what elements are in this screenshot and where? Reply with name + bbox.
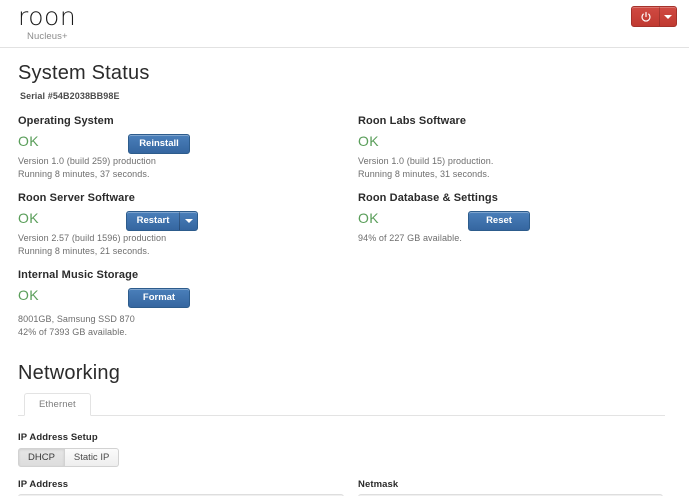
restart-split-button[interactable]: Restart <box>126 210 198 231</box>
card-detail-line: 42% of 7393 GB available. <box>18 327 128 337</box>
status-card-roon-database-settings: Roon Database & Settings OK Reset 94% of… <box>358 192 677 258</box>
network-fields-grid: IP Address Netmask Gateway DNS Server <box>18 479 677 496</box>
card-title: Operating System <box>18 115 114 127</box>
card-details: 94% of 227 GB available. <box>358 232 665 245</box>
restart-button[interactable]: Restart <box>136 215 170 226</box>
card-details: Version 2.57 (build 1596) production Run… <box>18 232 346 258</box>
page-content: System Status Serial #54B2038BB98E Opera… <box>0 48 689 496</box>
page-title: System Status <box>18 62 150 84</box>
card-detail-line: Running 8 minutes, 31 seconds. <box>358 169 490 179</box>
status-badge: OK <box>358 209 379 226</box>
status-card-operating-system: Operating System OK Reinstall Version 1.… <box>18 115 358 181</box>
power-icon[interactable] <box>632 7 659 26</box>
reinstall-button[interactable]: Reinstall <box>128 133 190 154</box>
chevron-down-icon[interactable] <box>179 211 197 230</box>
ip-setup-option-static[interactable]: Static IP <box>64 448 120 467</box>
card-detail-line: Version 1.0 (build 15) production. <box>358 156 494 166</box>
card-title: Internal Music Storage <box>18 269 139 281</box>
card-title: Roon Database & Settings <box>358 192 498 204</box>
status-badge: OK <box>18 209 39 226</box>
ip-setup-toggle: DHCP Static IP <box>18 448 120 467</box>
chevron-down-icon[interactable] <box>659 7 676 26</box>
status-card-roon-server-software: Roon Server Software OK Restart Version … <box>18 192 358 258</box>
ip-address-input[interactable] <box>18 494 344 496</box>
card-title: Roon Server Software <box>18 192 135 204</box>
field-label: IP Address <box>18 479 69 490</box>
field-label: Netmask <box>358 479 399 490</box>
card-detail-line: Version 1.0 (build 259) production <box>18 156 156 166</box>
tab-ethernet[interactable]: Ethernet <box>24 393 91 416</box>
networking-title: Networking <box>18 362 121 384</box>
ip-setup-option-dhcp[interactable]: DHCP <box>18 448 65 467</box>
netmask-input[interactable] <box>358 494 663 496</box>
power-menu-button[interactable] <box>631 6 677 27</box>
device-model-label: Nucleus+ <box>27 31 68 42</box>
card-detail-line: Version 2.57 (build 1596) production <box>18 233 167 243</box>
card-detail-line: Running 8 minutes, 21 seconds. <box>18 246 150 256</box>
roon-logo: roon <box>18 2 77 31</box>
status-card-roon-labs-software: Roon Labs Software OK Version 1.0 (build… <box>358 115 677 181</box>
field-ip-address: IP Address <box>18 479 358 496</box>
reset-button[interactable]: Reset <box>468 210 530 231</box>
status-grid: Operating System OK Reinstall Version 1.… <box>18 115 677 350</box>
card-title: Roon Labs Software <box>358 115 467 127</box>
status-badge: OK <box>18 286 39 303</box>
format-button[interactable]: Format <box>128 287 190 308</box>
card-detail-line: Running 8 minutes, 37 seconds. <box>18 169 150 179</box>
card-detail-line: 94% of 227 GB available. <box>358 233 462 243</box>
card-details: Version 1.0 (build 15) production. Runni… <box>358 155 665 181</box>
field-netmask: Netmask <box>358 479 677 496</box>
card-detail-line: 8001GB, Samsung SSD 870 <box>18 314 135 324</box>
status-card-internal-music-storage: Internal Music Storage OK Format 8001GB,… <box>18 269 358 339</box>
serial-number: Serial #54B2038BB98E <box>20 91 120 101</box>
app-header: roon Nucleus+ <box>0 0 689 48</box>
status-badge: OK <box>358 132 379 149</box>
card-details: 8001GB, Samsung SSD 870 42% of 7393 GB a… <box>18 313 346 339</box>
card-details: Version 1.0 (build 259) production Runni… <box>18 155 346 181</box>
ip-setup-label: IP Address Setup <box>18 432 98 443</box>
status-badge: OK <box>18 132 39 149</box>
network-tabs: Ethernet <box>18 393 665 416</box>
